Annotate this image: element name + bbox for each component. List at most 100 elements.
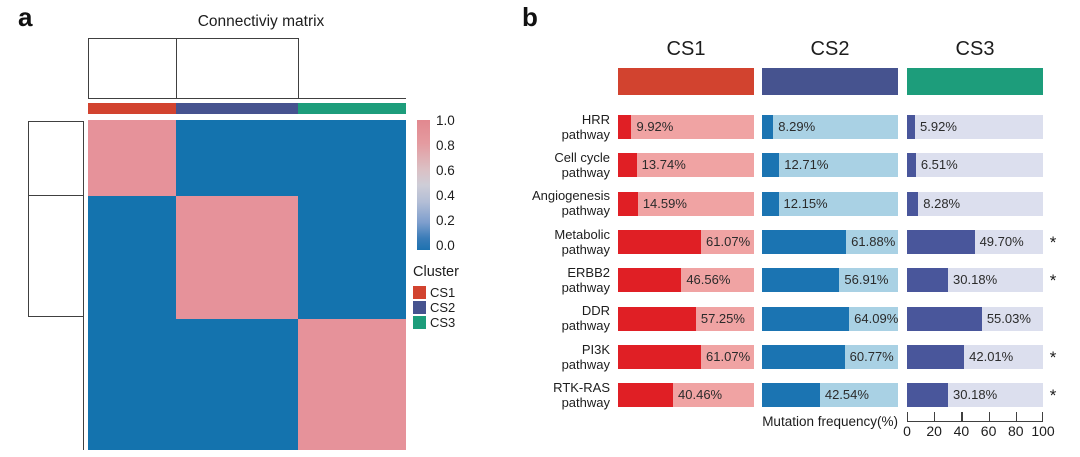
bar-value-label: 61.07%	[706, 234, 751, 250]
bar-fill	[618, 383, 674, 408]
bar-value-label: 30.18%	[953, 272, 998, 288]
bar-value-label: 6.51%	[920, 157, 958, 173]
bar-value-label: 5.92%	[920, 119, 957, 134]
legend-label-cs2: CS2	[430, 300, 456, 315]
x-axis-tick-20	[934, 412, 936, 421]
bar-cs1-erbb2: 46.56%	[618, 268, 754, 293]
bar-cs1-angiogenesis: 14.59%	[618, 191, 754, 216]
bar-fill	[907, 230, 975, 255]
heatmap-cell-r0-c1	[176, 120, 299, 197]
bar-cs3-hrr: 5.92%	[907, 115, 1043, 139]
top-dendrogram-baseline	[298, 97, 406, 99]
significance-asterisk: *	[1049, 271, 1057, 291]
bar-cs1-hrr: 9.92%	[618, 115, 754, 139]
x-axis-label: Mutation frequency(%)	[762, 414, 898, 429]
legend-label-cs3: CS3	[430, 315, 456, 330]
cluster-header-label-cs3: CS3	[955, 38, 995, 60]
bar-cs3-rtk-ras: 30.18%	[907, 383, 1043, 408]
cluster-legend-items: CS1 CS2 CS3	[413, 285, 459, 330]
panel-b-label: b	[522, 2, 538, 32]
x-axis-tick-label-60: 60	[980, 423, 997, 439]
colorbar-gradient	[417, 120, 430, 250]
bar-fill	[907, 153, 916, 178]
x-axis-tick-label-0: 0	[903, 423, 911, 439]
bar-value-label: 42.01%	[969, 349, 1014, 365]
significance-asterisk: *	[1049, 348, 1057, 368]
legend-item-cs1: CS1	[413, 285, 459, 300]
bar-cs1-cell-cycle: 13.74%	[618, 153, 754, 178]
bar-fill	[762, 153, 780, 178]
bar-cs3-metabolic: 49.70%	[907, 230, 1043, 255]
bar-fill	[762, 306, 850, 331]
legend-item-cs2: CS2	[413, 300, 459, 315]
pathway-label-pi3k: PI3K pathway	[495, 342, 610, 372]
bar-value-label: 61.88%	[851, 234, 896, 250]
left-dendrogram-branch-bottom	[28, 195, 84, 317]
bar-value-label: 13.74%	[641, 157, 686, 173]
bar-fill	[618, 191, 638, 216]
bar-value-label: 64.09%	[854, 310, 899, 326]
bar-fill	[907, 383, 949, 408]
bar-cs2-ddr: 64.09%	[762, 306, 899, 331]
bar-fill	[618, 268, 682, 293]
heatmap-cell-r1-c1	[176, 195, 299, 320]
pathway-label-erbb2: ERBB2 pathway	[495, 265, 610, 295]
bar-cs2-cell-cycle: 12.71%	[762, 153, 898, 178]
colorbar-tick-labels: 1.0 0.8 0.6 0.4 0.2 0.0	[436, 113, 455, 254]
x-axis-tick-0	[907, 412, 909, 421]
heatmap-cell-r1-c2	[297, 195, 407, 320]
bar-cs2-erbb2: 56.91%	[762, 268, 898, 293]
cluster-legend: Cluster CS1 CS2 CS3	[413, 264, 459, 330]
pathway-label-line2: pathway	[561, 318, 610, 334]
x-axis-tick-label-100: 100	[1031, 423, 1055, 439]
pathway-label-line1: HRR	[581, 111, 610, 127]
legend-item-cs3: CS3	[413, 315, 459, 330]
pathway-label-line1: ERBB2	[567, 264, 610, 280]
pathway-label-angiogenesis: Angiogenesis pathway	[495, 188, 610, 218]
x-axis-tick-40	[961, 412, 963, 421]
heatmap-cell-r0-c0	[88, 120, 177, 197]
bar-fill	[762, 383, 820, 408]
colorbar-tick-0.8: 0.8	[436, 138, 455, 153]
heatmap-cell-r2-c2	[297, 318, 407, 451]
heatmap-cell-r1-c0	[88, 195, 177, 320]
bar-fill	[907, 191, 919, 216]
pathway-label-line2: pathway	[561, 203, 610, 219]
bar-cs3-cell-cycle: 6.51%	[907, 153, 1043, 178]
bar-cs2-rtk-ras: 42.54%	[762, 383, 898, 408]
x-axis-tick-80	[1015, 412, 1017, 421]
pathway-label-metabolic: Metabolic pathway	[495, 227, 610, 257]
panel-a-label: a	[18, 2, 33, 32]
left-dendrogram-baseline	[82, 316, 84, 450]
colorbar-tick-0.6: 0.6	[436, 163, 455, 178]
cluster-strip-cs1	[88, 103, 177, 114]
bar-fill	[762, 345, 845, 370]
pathway-label-line1: Metabolic	[554, 226, 610, 242]
bar-value-label: 8.29%	[778, 119, 816, 134]
cluster-header-label-cs2: CS2	[810, 38, 850, 60]
heatmap-cell-r0-c2	[297, 120, 407, 197]
bar-fill	[618, 345, 702, 370]
bar-value-label: 46.56%	[686, 272, 731, 288]
bar-cs2-metabolic: 61.88%	[762, 230, 898, 255]
cluster-strip-cs2	[176, 103, 298, 114]
bar-fill	[907, 115, 916, 139]
pathway-label-line1: RTK-RAS	[553, 379, 610, 395]
colorbar-tick-0.4: 0.4	[436, 188, 455, 203]
cluster-header-label-cs1: CS1	[666, 38, 706, 60]
pathway-label-rtk-ras: RTK-RAS pathway	[495, 380, 610, 410]
pathway-label-line1: Angiogenesis	[531, 188, 610, 204]
pathway-label-line2: pathway	[561, 394, 610, 410]
pathway-label-line1: Cell cycle	[554, 149, 610, 165]
bar-value-label: 49.70%	[979, 234, 1024, 250]
bar-value-label: 8.28%	[923, 195, 961, 211]
pathway-label-hrr: HRR pathway	[495, 112, 610, 142]
bar-fill	[907, 306, 982, 331]
top-dendrogram-branch-right	[176, 38, 299, 99]
x-axis-tick-label-20: 20	[926, 423, 942, 439]
pathway-label-line2: pathway	[561, 279, 610, 295]
pathway-label-line2: pathway	[561, 241, 610, 257]
colorbar-tick-0.2: 0.2	[436, 213, 455, 228]
bar-value-label: 55.03%	[986, 310, 1031, 326]
